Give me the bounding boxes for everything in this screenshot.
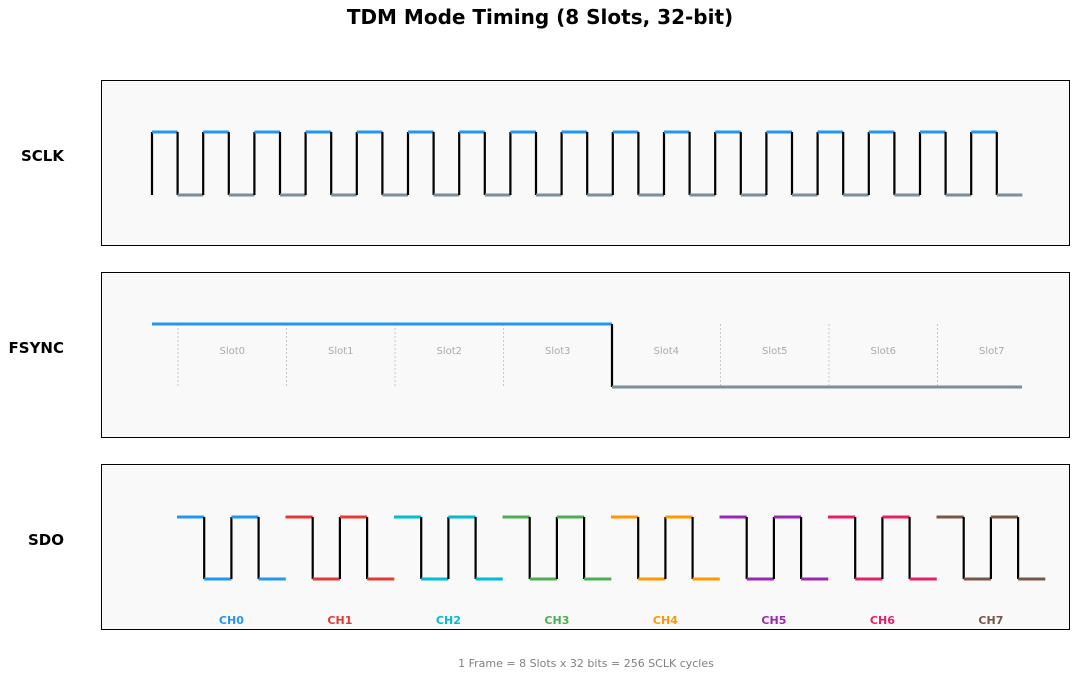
slot-label: Slot5	[762, 346, 788, 357]
fsync-label: FSYNC	[8, 339, 64, 357]
sdo-label: SDO	[27, 531, 64, 549]
diagram-title: TDM Mode Timing (8 Slots, 32-bit)	[346, 5, 734, 29]
channel-label: CH5	[761, 614, 786, 627]
channel-label: CH6	[870, 614, 895, 627]
sdo-waveform: CH0 CH1 CH2 CH3 CH4 CH5 CH6 CH7	[177, 515, 1046, 627]
channel-label: CH2	[436, 614, 461, 627]
sclk-waveform	[150, 130, 1023, 197]
slot-label: Slot3	[545, 346, 571, 357]
slot-label: Slot6	[870, 346, 896, 357]
channel-label: CH1	[327, 614, 352, 627]
slot-label: Slot0	[219, 346, 245, 357]
slot-label: Slot4	[653, 346, 679, 357]
slot-label: Slot7	[979, 346, 1005, 357]
sclk-label: SCLK	[21, 147, 64, 165]
fsync-panel	[101, 272, 1070, 438]
channel-label: CH0	[219, 614, 244, 627]
channel-label: CH3	[544, 614, 569, 627]
frame-note: 1 Frame = 8 Slots x 32 bits = 256 SCLK c…	[458, 657, 714, 670]
slot-label: Slot2	[436, 346, 462, 357]
channel-label: CH7	[978, 614, 1003, 627]
fsync-waveform: Slot0 Slot1 Slot2 Slot3 Slot4 Slot5 Slot6 Slot7	[152, 322, 1022, 389]
slot-label: Slot1	[328, 346, 354, 357]
sclk-panel	[101, 80, 1070, 246]
channel-label: CH4	[653, 614, 678, 627]
